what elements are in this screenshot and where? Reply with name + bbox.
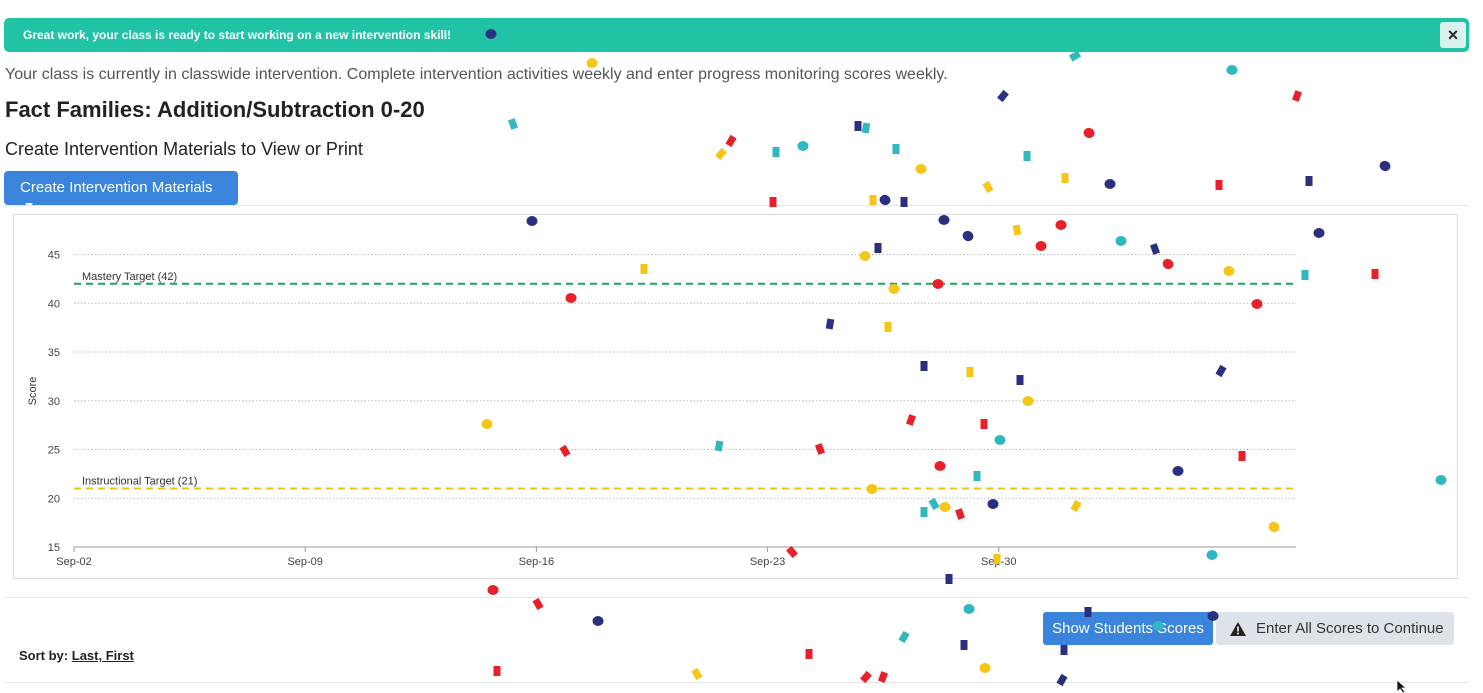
- x-tick-label: Sep-16: [519, 556, 554, 568]
- confetti-piece: [1061, 173, 1069, 183]
- confetti-piece: [1215, 180, 1223, 190]
- y-tick-label: 45: [48, 250, 60, 262]
- y-tick-label: 35: [48, 347, 60, 359]
- skill-title: Fact Families: Addition/Subtraction 0-20: [5, 97, 425, 122]
- confetti-piece: [963, 604, 975, 614]
- divider: [5, 205, 1468, 206]
- success-banner: Great work, your class is ready to start…: [4, 18, 1469, 52]
- sort-by-control: Sort by: Last, First: [19, 648, 134, 663]
- confetti-piece: [898, 630, 910, 644]
- create-materials-dropdown-button[interactable]: Create Intervention Materials: [4, 171, 238, 208]
- confetti-piece: [715, 147, 727, 161]
- confetti-piece: [487, 585, 499, 595]
- intervention-info-text: Your class is currently in classwide int…: [5, 66, 948, 83]
- x-tick-label: Sep-02: [56, 556, 91, 568]
- divider: [5, 597, 1468, 598]
- banner-message: Great work, your class is ready to start…: [23, 28, 452, 42]
- confetti-piece: [1226, 65, 1238, 75]
- confetti-piece: [1056, 673, 1068, 687]
- confetti-piece: [532, 597, 544, 611]
- confetti-piece: [592, 616, 604, 626]
- confetti-piece: [1292, 90, 1302, 102]
- confetti-piece: [1060, 645, 1068, 655]
- sort-option-link[interactable]: Last, First: [71, 648, 134, 663]
- create-materials-label: Create Intervention Materials: [20, 179, 213, 196]
- confetti-piece: [691, 667, 703, 681]
- confetti-piece: [854, 121, 862, 131]
- confetti-piece: [1104, 179, 1116, 189]
- confetti-piece: [997, 89, 1009, 103]
- show-student-scores-button[interactable]: Show Students Scores: [1043, 612, 1213, 645]
- y-tick-label: 25: [48, 445, 60, 457]
- y-tick-label: 30: [48, 396, 60, 408]
- confetti-piece: [960, 640, 968, 650]
- y-axis-label: Score: [27, 377, 39, 406]
- confetti-piece: [772, 147, 780, 157]
- confetti-piece: [1083, 127, 1095, 139]
- confetti-piece: [797, 141, 809, 151]
- confetti-piece: [1305, 176, 1313, 186]
- confetti-piece: [725, 134, 737, 148]
- confetti-piece: [915, 164, 927, 174]
- materials-heading: Create Intervention Materials to View or…: [5, 139, 363, 159]
- y-tick-label: 15: [48, 542, 60, 554]
- progress-chart: 15 20 25 30 35 40 45 Sep-02 Sep-09 Sep-16 Sep-23 Se…: [13, 214, 1458, 579]
- enter-scores-label: Enter All Scores to Continue: [1256, 620, 1444, 637]
- close-banner-button[interactable]: ×: [1440, 22, 1466, 48]
- confetti-piece: [1023, 151, 1031, 161]
- confetti-piece: [869, 195, 877, 205]
- y-tick-label: 40: [48, 298, 60, 310]
- confetti-piece: [1379, 160, 1391, 172]
- confetti-piece: [805, 649, 813, 659]
- sort-label: Sort by:: [19, 648, 69, 663]
- warning-icon: [1230, 622, 1246, 637]
- progress-chart-svg: 15 20 25 30 35 40 45 Sep-02 Sep-09 Sep-16 Sep-23 Se…: [27, 250, 1296, 568]
- confetti-piece: [493, 666, 501, 676]
- close-icon[interactable]: ×: [1447, 25, 1459, 45]
- confetti-piece: [979, 663, 991, 673]
- enter-all-scores-button[interactable]: Enter All Scores to Continue: [1216, 612, 1454, 645]
- confetti-piece: [892, 144, 900, 154]
- y-tick-label: 20: [48, 493, 60, 505]
- x-tick-label: Sep-30: [981, 556, 1016, 568]
- confetti-piece: [861, 122, 871, 134]
- target-line-label: Instructional Target (21): [82, 476, 197, 488]
- confetti-piece: [1068, 50, 1082, 62]
- target-line-label: Mastery Target (42): [82, 271, 177, 283]
- confetti-piece: [982, 180, 994, 194]
- mouse-cursor-icon: [1396, 680, 1408, 693]
- x-tick-label: Sep-23: [750, 556, 785, 568]
- divider: [5, 682, 1468, 683]
- x-tick-label: Sep-09: [287, 556, 322, 568]
- show-scores-label: Show Students Scores: [1052, 620, 1204, 637]
- confetti-piece: [508, 118, 518, 130]
